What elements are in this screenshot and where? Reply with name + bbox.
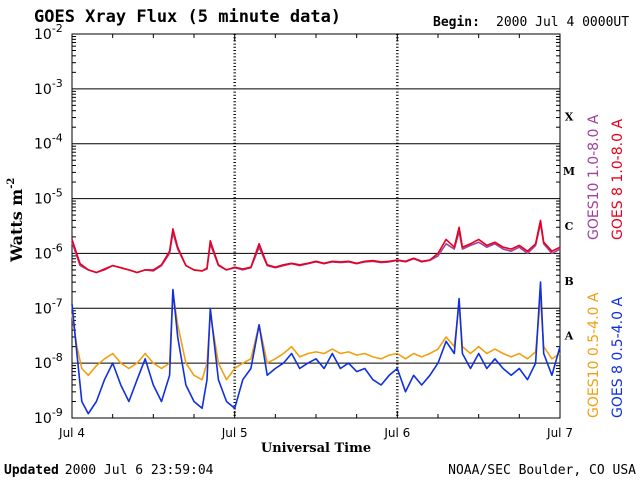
plot-area: Jul 4 Jul 5 Jul 6 Jul 710-210-310-410-510-6… xyxy=(34,22,575,440)
flare-class-label: X xyxy=(565,110,574,123)
y-tick-base: 10 xyxy=(34,411,52,427)
series-line xyxy=(71,290,561,381)
y-tick-base: 10 xyxy=(34,82,52,98)
chart-title: GOES Xray Flux (5 minute data) xyxy=(34,7,341,27)
y-tick-exponent: -4 xyxy=(52,132,63,145)
x-axis-label: Universal Time xyxy=(261,441,371,456)
begin-label: Begin: xyxy=(433,15,480,30)
legend: GOES10 1.0-8.0 A GOES 8 1.0-8.0 A GOES10 0… xyxy=(586,114,626,418)
y-tick-base: 10 xyxy=(34,192,52,208)
flare-class-label: M xyxy=(563,165,575,178)
x-tick-label: Jul 5 xyxy=(221,426,248,440)
y-axis-label-text: Watts m xyxy=(7,189,26,263)
legend-entry: GOES10 1.0-8.0 A xyxy=(586,114,602,240)
y-tick-exponent: -9 xyxy=(52,406,63,419)
x-tick-label: Jul 7 xyxy=(546,426,573,440)
y-axis-label-sup: -2 xyxy=(6,178,17,189)
footer-source: NOAA/SEC Boulder, CO USA xyxy=(448,463,636,478)
y-tick-base: 10 xyxy=(34,137,52,153)
y-tick-label: 10-3 xyxy=(34,77,63,98)
y-tick-exponent: -2 xyxy=(52,22,63,35)
y-tick-base: 10 xyxy=(34,301,52,317)
footer-updated-label: Updated xyxy=(4,463,59,478)
y-tick-exponent: -7 xyxy=(52,296,63,309)
y-tick-base: 10 xyxy=(34,27,52,43)
y-tick-label: 10-6 xyxy=(34,241,63,262)
y-tick-label: 10-4 xyxy=(34,132,63,153)
y-tick-label: 10-9 xyxy=(34,406,63,427)
y-tick-label: 10-8 xyxy=(34,351,63,372)
footer-updated: Updated 2000 Jul 6 23:59:04 xyxy=(4,463,214,478)
y-axis-label: Watts m-2 xyxy=(6,178,26,263)
flare-class-label: C xyxy=(565,220,574,233)
y-tick-exponent: -5 xyxy=(52,187,63,200)
begin-value: 2000 Jul 4 0000UT xyxy=(496,15,629,30)
y-tick-base: 10 xyxy=(34,246,52,262)
legend-entry: GOES10 0.5-4.0 A xyxy=(586,292,602,418)
flare-class-label: B xyxy=(564,275,573,288)
series-line xyxy=(71,222,561,274)
y-tick-label: 10-2 xyxy=(34,22,63,43)
y-tick-label: 10-5 xyxy=(34,187,63,208)
y-tick-exponent: -8 xyxy=(52,351,63,364)
y-tick-base: 10 xyxy=(34,356,52,372)
legend-entry: GOES 8 1.0-8.0 A xyxy=(610,119,626,240)
y-tick-exponent: -3 xyxy=(52,77,63,90)
y-tick-label: 10-7 xyxy=(34,296,63,317)
series-line xyxy=(71,281,561,415)
x-tick-label: Jul 6 xyxy=(383,426,410,440)
legend-entry: GOES 8 0.5-4.0 A xyxy=(610,297,626,418)
y-tick-exponent: -6 xyxy=(52,241,63,254)
flare-class-label: A xyxy=(564,330,574,343)
series-line xyxy=(71,219,561,274)
x-tick-label: Jul 4 xyxy=(58,426,85,440)
footer-updated-value: 2000 Jul 6 23:59:04 xyxy=(65,463,214,478)
